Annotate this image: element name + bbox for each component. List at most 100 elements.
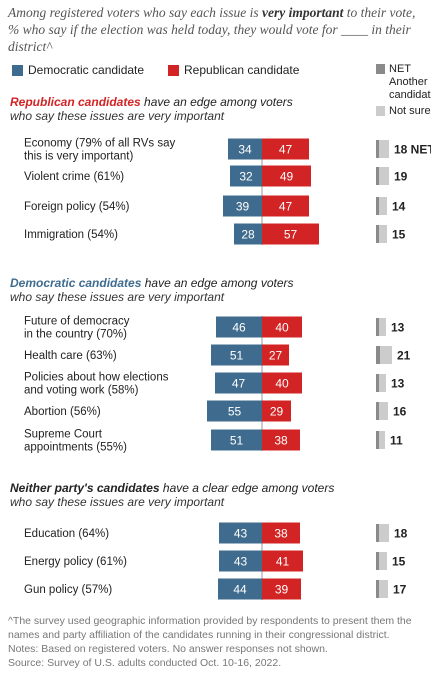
dem-bar [219,522,262,544]
legend-net: NET Another candidate Not sure [376,63,431,118]
section-header-rep: Republican candidates have an edge among… [10,95,430,123]
rep-bar [262,400,291,422]
section-header-dem: Democratic candidates have an edge among… [10,276,430,304]
net-notsure-bar [379,580,388,598]
legend-net-dark-swatch [376,64,385,74]
dem-value-label: 46 [232,321,246,335]
rep-value-label: 40 [275,377,289,391]
dem-bar [215,372,262,394]
net-another-bar [376,580,379,598]
rep-value-label: 57 [284,228,298,242]
section-sub: who say these issues are very important [10,109,225,123]
legend-dem-swatch [12,64,23,76]
chart-notes: ^The survey used geographic information … [8,614,428,670]
net-another-bar [376,374,379,392]
note-source: Source: Survey of U.S. adults conducted … [8,657,282,669]
dem-bar [211,429,262,451]
category-label: Abortion (56%) [24,406,101,418]
dem-value-label: 51 [230,349,244,363]
net-value-label: 18 NET [394,143,431,157]
rep-bar [262,223,319,245]
rep-bar [262,316,302,338]
legend-rep-label: Republican candidate [184,63,300,77]
net-notsure-bar [379,402,388,420]
legend-rep-swatch [168,64,179,76]
dem-value-label: 39 [236,200,250,214]
rep-value-label: 38 [274,527,288,541]
category-label: Economy (79% of all RVs say [24,138,176,150]
section-highlight: Republican candidates [10,95,141,109]
category-label: Education (64%) [24,528,109,540]
dem-value-label: 43 [234,527,248,541]
chart-subtitle: Among registered voters who say each iss… [8,4,428,55]
net-notsure-bar [379,197,387,215]
dem-bar [218,578,262,600]
net-value-label: 17 [393,583,407,597]
dem-bar [219,550,262,572]
net-value-label: 13 [391,377,405,391]
note-base: Notes: Based on registered voters. No an… [8,643,328,655]
rep-bar [262,429,300,451]
net-another-bar [376,225,379,243]
dem-value-label: 47 [232,377,246,391]
rep-bar [262,550,303,572]
dem-bar [234,223,262,245]
subtitle-post: to their vote, % who say if the election… [8,5,416,54]
net-value-label: 21 [397,349,411,363]
rep-value-label: 29 [270,405,284,419]
category-label: appointments (55%) [24,442,127,454]
net-another-bar [376,140,379,158]
section-highlight: Neither party's candidates [10,481,160,495]
category-label: Health care (63%) [24,350,117,362]
net-notsure-bar [379,140,389,158]
net-notsure-bar [379,167,389,185]
section-sub: who say these issues are very important [10,290,225,304]
rep-value-label: 38 [274,434,288,448]
net-another-bar [376,524,379,542]
dem-value-label: 51 [230,434,244,448]
category-label: this is very important) [24,151,133,163]
category-label: Policies about how elections [24,372,169,384]
category-label: Violent crime (61%) [24,171,124,183]
net-value-label: 15 [392,228,406,242]
rep-bar [262,578,301,600]
dem-bar [228,138,262,160]
rep-bar [262,195,309,217]
legend-notsure-swatch [376,106,385,116]
rep-value-label: 39 [275,583,289,597]
category-label: and voting work (58%) [24,385,139,397]
subtitle-pre: Among registered voters who say each iss… [8,5,262,20]
legend-net-desc: Another candidate [389,76,431,101]
dem-value-label: 34 [238,143,252,157]
rep-value-label: 49 [280,170,294,184]
rep-bar [262,138,309,160]
rep-bar [262,344,289,366]
legend-net-label: NET [389,63,411,75]
section-rest: have an edge among voters [140,95,293,109]
dem-value-label: 28 [241,228,255,242]
category-label: Supreme Court [24,429,103,441]
net-notsure-bar [379,431,385,449]
net-value-label: 19 [394,170,408,184]
net-notsure-bar [379,225,387,243]
section-sub: who say these issues are very important [10,495,225,509]
legend-notsure-label: Not sure [389,105,431,117]
dem-bar [211,344,262,366]
net-another-bar [376,402,379,420]
dem-bar [223,195,262,217]
category-label: Immigration (54%) [24,229,118,241]
rep-bar [262,165,311,187]
rep-bar [262,522,300,544]
legend-dem: Democratic candidate [12,63,144,77]
dem-bar [216,316,262,338]
net-value-label: 11 [390,434,403,448]
section-rest: have a clear edge among voters [159,481,335,495]
category-label: Future of democracy [24,316,130,328]
rep-value-label: 47 [279,200,293,214]
net-notsure-bar [379,318,386,336]
rep-value-label: 47 [279,143,293,157]
net-another-bar [376,346,380,364]
category-label: in the country (70%) [24,329,127,341]
net-value-label: 16 [393,405,407,419]
dem-value-label: 44 [233,583,247,597]
